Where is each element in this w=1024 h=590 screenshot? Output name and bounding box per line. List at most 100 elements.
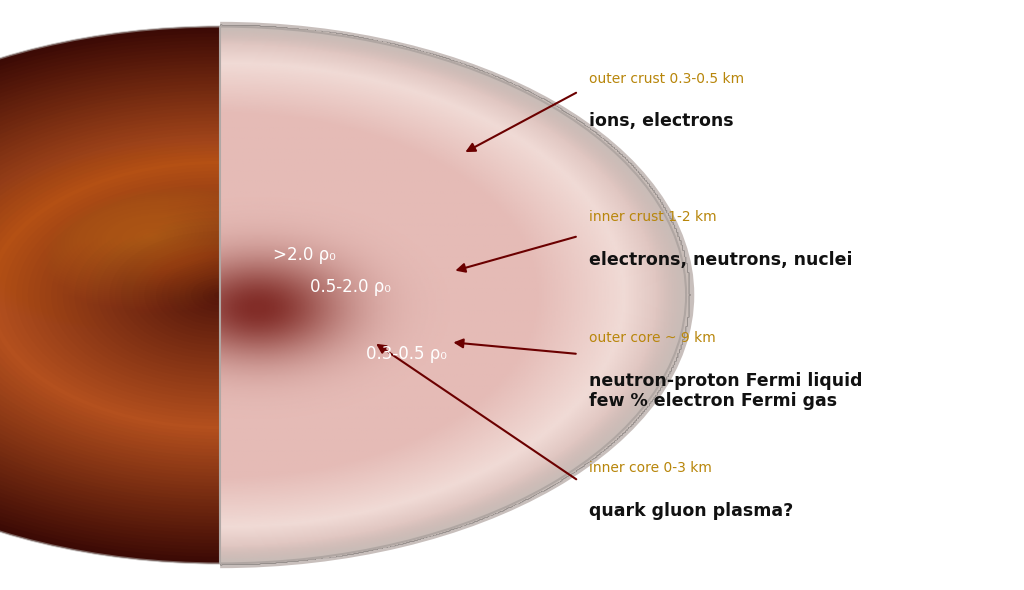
Wedge shape xyxy=(0,70,220,520)
Ellipse shape xyxy=(146,234,155,238)
Wedge shape xyxy=(179,271,220,319)
Wedge shape xyxy=(0,97,220,493)
Wedge shape xyxy=(0,67,220,523)
Wedge shape xyxy=(191,278,220,312)
Wedge shape xyxy=(0,50,220,540)
Ellipse shape xyxy=(93,209,208,263)
Wedge shape xyxy=(98,225,220,365)
Wedge shape xyxy=(0,87,220,503)
Wedge shape xyxy=(62,204,220,386)
Wedge shape xyxy=(0,110,220,480)
Wedge shape xyxy=(0,160,220,430)
Wedge shape xyxy=(0,124,220,466)
Text: electrons, neutrons, nuclei: electrons, neutrons, nuclei xyxy=(589,251,852,269)
Wedge shape xyxy=(203,285,220,305)
Wedge shape xyxy=(138,248,220,342)
Text: quark gluon plasma?: quark gluon plasma? xyxy=(589,502,793,520)
Wedge shape xyxy=(0,100,220,490)
Ellipse shape xyxy=(126,224,175,248)
Wedge shape xyxy=(156,258,220,332)
Wedge shape xyxy=(0,84,220,506)
Ellipse shape xyxy=(85,205,216,267)
Wedge shape xyxy=(0,150,220,440)
Wedge shape xyxy=(0,54,220,537)
Text: 0.5-2.0 ρ₀: 0.5-2.0 ρ₀ xyxy=(310,278,391,296)
Wedge shape xyxy=(220,22,694,568)
Text: outer core ~ 9 km: outer core ~ 9 km xyxy=(589,331,716,345)
Wedge shape xyxy=(23,181,220,409)
Wedge shape xyxy=(34,188,220,402)
Wedge shape xyxy=(0,80,220,510)
Text: 0.3-0.5 ρ₀: 0.3-0.5 ρ₀ xyxy=(366,345,447,363)
Wedge shape xyxy=(5,171,220,419)
Wedge shape xyxy=(80,214,220,376)
Ellipse shape xyxy=(110,217,191,255)
Wedge shape xyxy=(0,127,220,463)
Wedge shape xyxy=(197,281,220,309)
Wedge shape xyxy=(16,178,220,412)
Wedge shape xyxy=(0,148,220,442)
Ellipse shape xyxy=(142,232,159,240)
Wedge shape xyxy=(133,245,220,345)
Wedge shape xyxy=(162,261,220,329)
Wedge shape xyxy=(0,144,220,446)
Wedge shape xyxy=(45,194,220,396)
Wedge shape xyxy=(185,275,220,315)
Wedge shape xyxy=(51,198,220,392)
Wedge shape xyxy=(168,265,220,325)
Wedge shape xyxy=(92,221,220,369)
Wedge shape xyxy=(0,164,220,426)
Wedge shape xyxy=(0,140,220,450)
Wedge shape xyxy=(110,231,220,359)
Wedge shape xyxy=(0,27,220,563)
Ellipse shape xyxy=(122,222,179,250)
Ellipse shape xyxy=(118,220,183,251)
Wedge shape xyxy=(0,30,220,560)
Wedge shape xyxy=(214,291,220,299)
Ellipse shape xyxy=(77,201,224,271)
Wedge shape xyxy=(75,211,220,379)
Ellipse shape xyxy=(130,226,171,245)
Wedge shape xyxy=(57,201,220,389)
Wedge shape xyxy=(0,154,220,436)
Wedge shape xyxy=(0,43,220,547)
Ellipse shape xyxy=(101,212,200,260)
Wedge shape xyxy=(121,238,220,352)
Wedge shape xyxy=(0,90,220,500)
Wedge shape xyxy=(0,130,220,460)
Wedge shape xyxy=(0,77,220,513)
Wedge shape xyxy=(127,241,220,349)
Wedge shape xyxy=(0,94,220,496)
Wedge shape xyxy=(209,289,220,301)
Wedge shape xyxy=(0,33,220,557)
Wedge shape xyxy=(0,134,220,456)
Text: inner crust 1-2 km: inner crust 1-2 km xyxy=(589,210,717,224)
Text: inner core 0-3 km: inner core 0-3 km xyxy=(589,461,712,475)
Wedge shape xyxy=(144,251,220,339)
Wedge shape xyxy=(0,107,220,483)
Wedge shape xyxy=(0,168,220,422)
Ellipse shape xyxy=(81,203,220,269)
Wedge shape xyxy=(69,208,220,382)
Ellipse shape xyxy=(89,206,212,265)
Wedge shape xyxy=(0,117,220,473)
Wedge shape xyxy=(0,60,220,530)
Wedge shape xyxy=(0,47,220,543)
Wedge shape xyxy=(28,184,220,406)
Text: ions, electrons: ions, electrons xyxy=(589,112,733,130)
Wedge shape xyxy=(0,114,220,476)
Wedge shape xyxy=(103,228,220,362)
Wedge shape xyxy=(0,158,220,432)
Ellipse shape xyxy=(97,211,204,261)
Wedge shape xyxy=(151,255,220,335)
Wedge shape xyxy=(0,104,220,486)
Wedge shape xyxy=(0,27,220,563)
Ellipse shape xyxy=(134,228,167,244)
Wedge shape xyxy=(0,137,220,453)
Ellipse shape xyxy=(105,215,196,257)
Ellipse shape xyxy=(114,218,187,254)
Wedge shape xyxy=(0,74,220,516)
Text: neutron-proton Fermi liquid
few % electron Fermi gas: neutron-proton Fermi liquid few % electr… xyxy=(589,372,862,411)
Text: >2.0 ρ₀: >2.0 ρ₀ xyxy=(272,245,336,264)
Wedge shape xyxy=(0,64,220,526)
